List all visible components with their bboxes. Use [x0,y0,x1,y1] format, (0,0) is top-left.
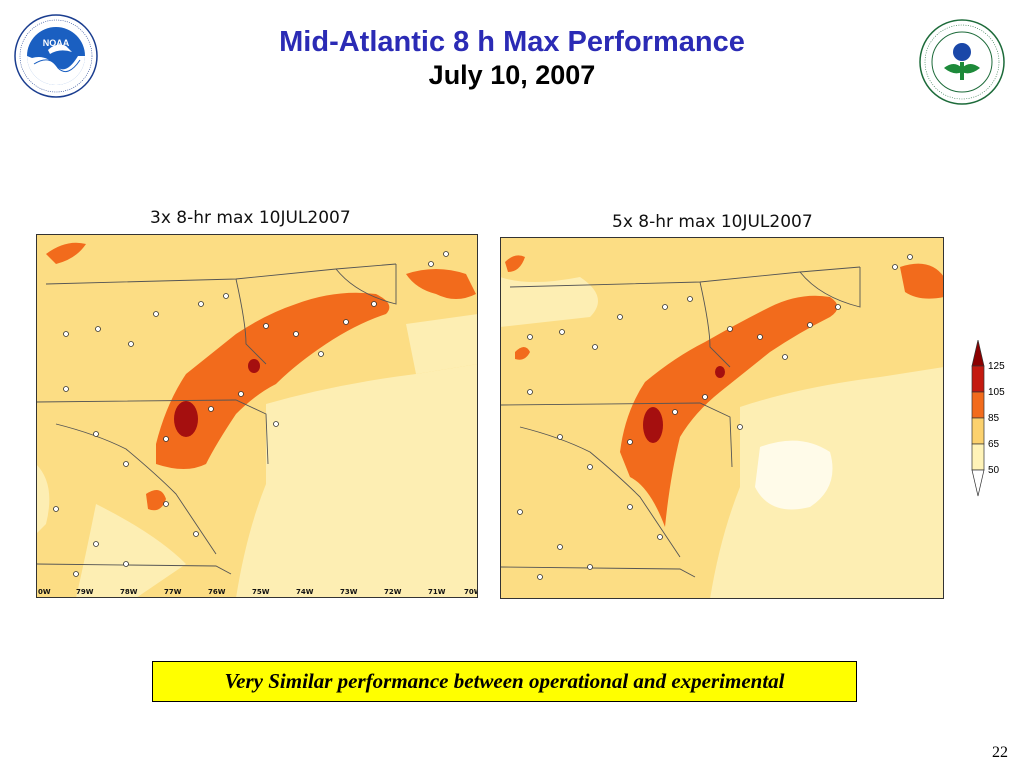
lon-tick-label: 76W [208,588,226,596]
lon-tick-label: 78W [120,588,138,596]
colorbar-label-125: 125 [988,361,1005,372]
lon-tick-label: 70W [464,588,478,596]
colorbar-label-105: 105 [988,387,1005,398]
noaa-logo: NOAA [14,14,98,98]
lon-tick-label: 79W [76,588,94,596]
ozone-map-5x [500,237,944,599]
ozone-map-3x: 0W 79W 78W 77W 76W 75W 74W 73W 72W 71W 7… [36,234,478,598]
slide-date: July 10, 2007 [428,60,596,90]
colorbar-label-65: 65 [988,439,1000,450]
noaa-logo-text: NOAA [43,38,70,48]
lon-tick-label: 77W [164,588,182,596]
lon-tick-label: 72W [384,588,402,596]
page-number: 22 [992,744,1008,761]
lon-tick-label: 74W [296,588,314,596]
lon-tick-label: 0W [38,588,51,596]
note-box: Very Similar performance between operati… [152,661,857,702]
lon-tick-label: 73W [340,588,358,596]
note-text: Very Similar performance between operati… [224,669,785,693]
map-3x-title: 3x 8-hr max 10JUL2007 [150,208,351,228]
colorbar-label-50: 50 [988,465,1000,476]
slide-title: Mid-Atlantic 8 h Max Performance [279,26,745,58]
colorbar-label-85: 85 [988,413,1000,424]
map-5x-title: 5x 8-hr max 10JUL2007 [612,212,813,232]
lon-tick-label: 71W [428,588,446,596]
ozone-colorbar [971,340,985,497]
epa-logo [919,19,1005,105]
lon-tick-label: 75W [252,588,270,596]
